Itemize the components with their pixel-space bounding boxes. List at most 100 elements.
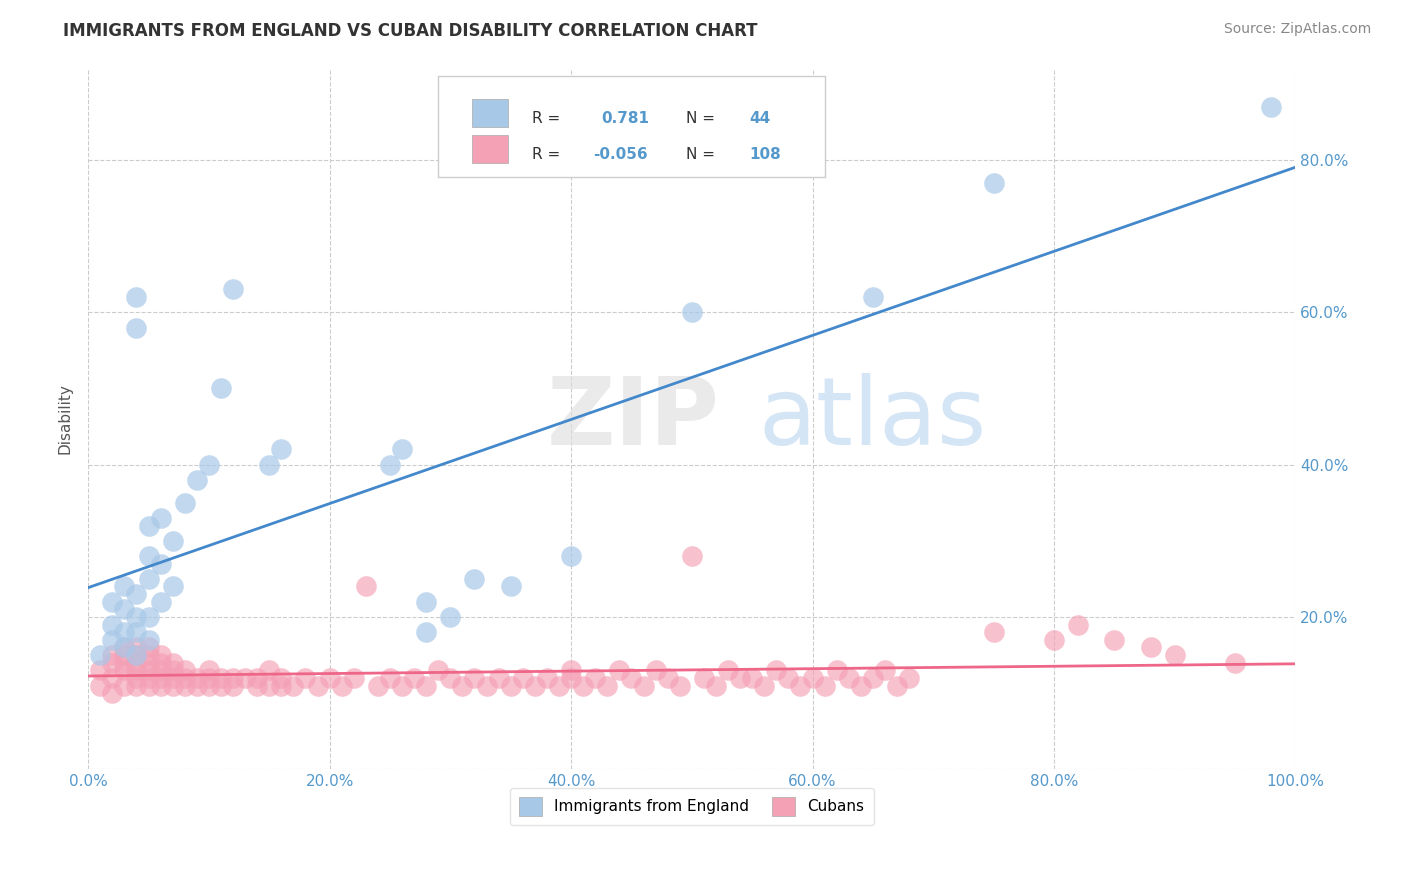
Point	[560, 549, 582, 563]
Point	[112, 656, 135, 670]
Point	[367, 679, 389, 693]
Point	[138, 671, 160, 685]
Point	[548, 679, 571, 693]
Point	[125, 648, 148, 662]
Point	[741, 671, 763, 685]
Point	[162, 533, 184, 548]
Point	[1067, 617, 1090, 632]
Text: Source: ZipAtlas.com: Source: ZipAtlas.com	[1223, 22, 1371, 37]
Point	[838, 671, 860, 685]
Point	[717, 663, 740, 677]
Point	[983, 625, 1005, 640]
Point	[512, 671, 534, 685]
Point	[270, 671, 292, 685]
Point	[112, 640, 135, 655]
Point	[138, 640, 160, 655]
Point	[572, 679, 595, 693]
Point	[475, 679, 498, 693]
Text: N =: N =	[686, 112, 720, 127]
Point	[451, 679, 474, 693]
Text: atlas: atlas	[758, 373, 987, 465]
Point	[149, 557, 172, 571]
Point	[162, 671, 184, 685]
Point	[112, 602, 135, 616]
Point	[125, 625, 148, 640]
Point	[1139, 640, 1161, 655]
Point	[138, 610, 160, 624]
Point	[596, 679, 619, 693]
Point	[149, 663, 172, 677]
Legend: Immigrants from England, Cubans: Immigrants from England, Cubans	[510, 788, 873, 825]
Point	[149, 595, 172, 609]
Point	[149, 679, 172, 693]
Point	[173, 663, 195, 677]
Point	[186, 671, 208, 685]
Point	[125, 587, 148, 601]
Point	[138, 679, 160, 693]
Point	[681, 305, 703, 319]
Point	[101, 617, 124, 632]
Point	[463, 572, 485, 586]
Point	[209, 381, 232, 395]
Point	[609, 663, 631, 677]
Point	[222, 679, 245, 693]
Point	[138, 549, 160, 563]
Point	[1164, 648, 1187, 662]
Point	[415, 595, 437, 609]
Point	[391, 442, 413, 457]
Point	[186, 679, 208, 693]
Point	[439, 671, 461, 685]
Point	[149, 671, 172, 685]
Point	[246, 671, 269, 685]
Point	[523, 679, 546, 693]
FancyBboxPatch shape	[472, 135, 509, 163]
Point	[754, 679, 776, 693]
Point	[583, 671, 606, 685]
Point	[404, 671, 426, 685]
Point	[765, 663, 787, 677]
Point	[138, 572, 160, 586]
Point	[162, 663, 184, 677]
Point	[101, 671, 124, 685]
Point	[186, 473, 208, 487]
Point	[138, 632, 160, 647]
Point	[257, 663, 280, 677]
Point	[222, 671, 245, 685]
Text: ZIP: ZIP	[547, 373, 720, 465]
Text: IMMIGRANTS FROM ENGLAND VS CUBAN DISABILITY CORRELATION CHART: IMMIGRANTS FROM ENGLAND VS CUBAN DISABIL…	[63, 22, 758, 40]
FancyBboxPatch shape	[472, 99, 509, 128]
Point	[499, 580, 522, 594]
Point	[633, 679, 655, 693]
Point	[209, 679, 232, 693]
Point	[149, 656, 172, 670]
Point	[1223, 656, 1246, 670]
Point	[427, 663, 450, 677]
Point	[112, 625, 135, 640]
Point	[283, 679, 305, 693]
Point	[270, 679, 292, 693]
Text: 44: 44	[749, 112, 770, 127]
Point	[862, 290, 884, 304]
Point	[101, 656, 124, 670]
Point	[378, 458, 401, 472]
Point	[138, 518, 160, 533]
Point	[318, 671, 340, 685]
Point	[330, 679, 353, 693]
Point	[898, 671, 921, 685]
Point	[415, 625, 437, 640]
Text: 108: 108	[749, 147, 782, 162]
Point	[222, 282, 245, 296]
Point	[620, 671, 643, 685]
Point	[125, 679, 148, 693]
Point	[112, 679, 135, 693]
Point	[125, 656, 148, 670]
Point	[125, 640, 148, 655]
Point	[463, 671, 485, 685]
Point	[1043, 632, 1066, 647]
Point	[125, 663, 148, 677]
Point	[488, 671, 510, 685]
Point	[307, 679, 329, 693]
Point	[825, 663, 848, 677]
Point	[209, 671, 232, 685]
Point	[439, 610, 461, 624]
